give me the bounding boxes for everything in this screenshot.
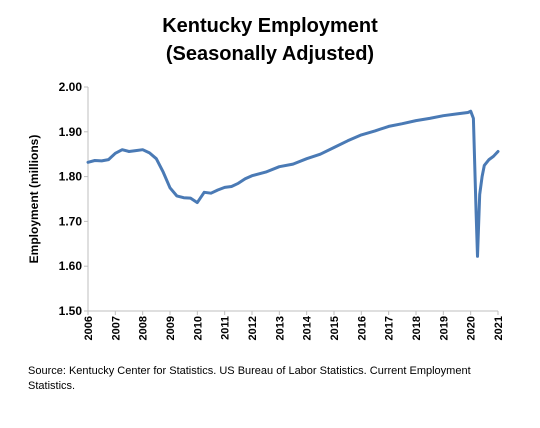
tick-labels: 1.50 1.60 1.70 1.80 1.90 2.00 2006 2007 2008 2009… (59, 80, 505, 340)
x-tick-label: 2021 (493, 316, 505, 340)
x-tick-label: 2015 (329, 316, 341, 340)
y-tick-label: 1.70 (59, 214, 83, 228)
y-tick-label: 1.50 (59, 304, 83, 318)
chart-title-line2: (Seasonally Adjusted) (165, 43, 375, 65)
y-tick-label: 1.80 (59, 170, 83, 184)
employment-series-line (86, 109, 500, 258)
source-note: Source: Kentucky Center for Statistics. … (28, 365, 471, 392)
chart-title-line1: Kentucky Employment (162, 15, 378, 37)
x-tick-label: 2020 (466, 316, 478, 340)
x-tick-label: 2006 (83, 316, 95, 340)
y-tick-label: 2.00 (59, 80, 83, 94)
x-tick-label: 2016 (356, 316, 368, 340)
x-tick-label: 2019 (438, 316, 450, 340)
x-tick-label: 2014 (302, 315, 314, 340)
x-tick-label: 2013 (274, 316, 286, 340)
x-tick-label: 2010 (192, 316, 204, 340)
x-tick-label: 2018 (411, 316, 423, 340)
x-tick-label: 2011 (220, 316, 232, 340)
axes (84, 86, 499, 315)
x-tick-label: 2009 (165, 316, 177, 340)
y-tick-label: 1.60 (59, 259, 83, 273)
x-tick-label: 2008 (138, 316, 150, 340)
x-tick-label: 2012 (247, 316, 259, 340)
y-axis-label: Employment (millions) (27, 135, 41, 264)
y-tick-label: 1.90 (59, 125, 83, 139)
x-tick-label: 2017 (384, 316, 396, 340)
series-group (86, 109, 500, 258)
x-tick-label: 2007 (110, 316, 122, 340)
